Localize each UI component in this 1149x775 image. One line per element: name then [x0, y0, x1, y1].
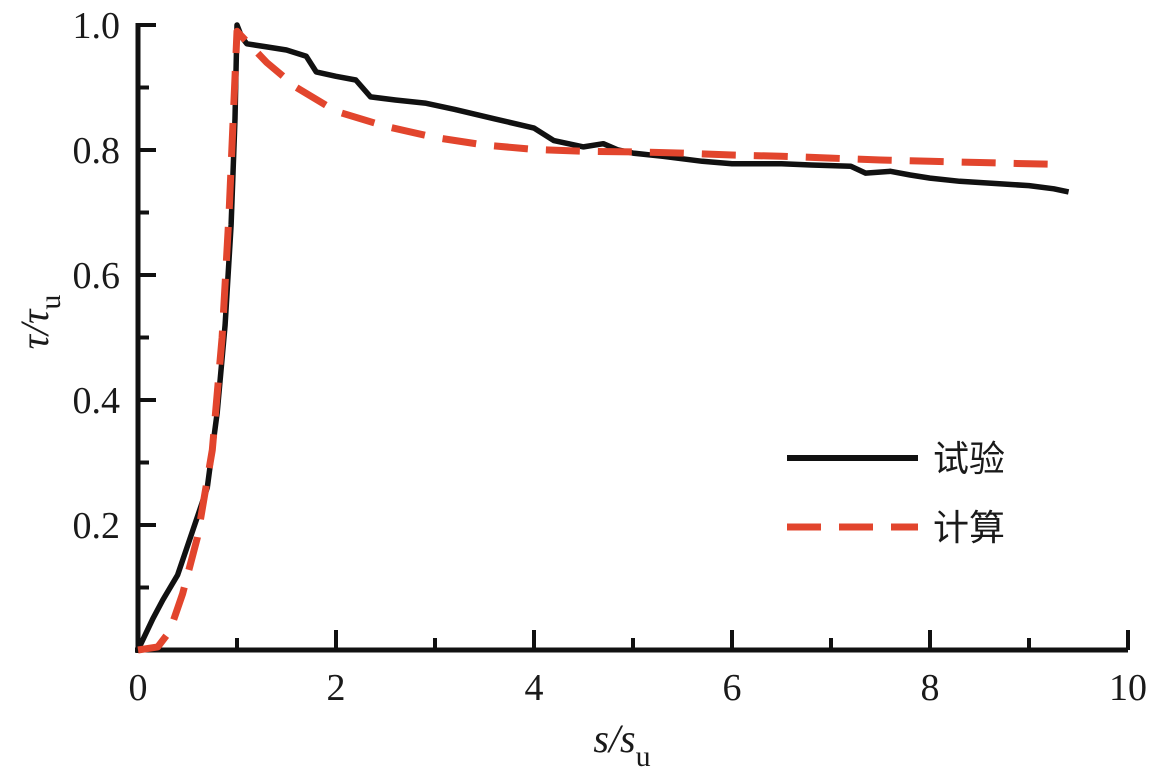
x-tick-label: 6 [723, 667, 742, 709]
x-tick-label: 2 [327, 667, 346, 709]
legend-label-1: 试验 [933, 439, 1005, 480]
y-tick-label: 0.8 [73, 130, 121, 172]
series-line-1 [135, 22, 1070, 652]
chart-tick-labels: 0 2 4 6 8 10 0.2 0.4 0.6 0.8 1.0 [73, 5, 1148, 709]
x-axis-title-main: s/s [593, 716, 635, 761]
x-tick-label: 0 [129, 667, 148, 709]
x-tick-label: 8 [921, 667, 940, 709]
y-tick-label: 0.2 [73, 505, 121, 547]
x-axis-title-sub: u [636, 740, 651, 773]
y-tick-label: 1.0 [73, 5, 121, 47]
y-axis-title: τ/τu [12, 295, 67, 350]
y-tick-label: 0.6 [73, 255, 121, 297]
chart-axes [135, 23, 1130, 653]
x-tick-label: 4 [525, 667, 544, 709]
y-axis-title-sub: u [34, 295, 67, 310]
series-line-2 [137, 27, 1059, 654]
x-tick-label: 10 [1109, 667, 1147, 709]
x-axis-title: s/su [593, 716, 650, 773]
chart-series-layer [135, 22, 1070, 654]
y-tick-label: 0.4 [73, 380, 121, 422]
y-axis-title-main: τ/τ [12, 308, 57, 349]
legend-label-2: 计算 [933, 508, 1005, 549]
